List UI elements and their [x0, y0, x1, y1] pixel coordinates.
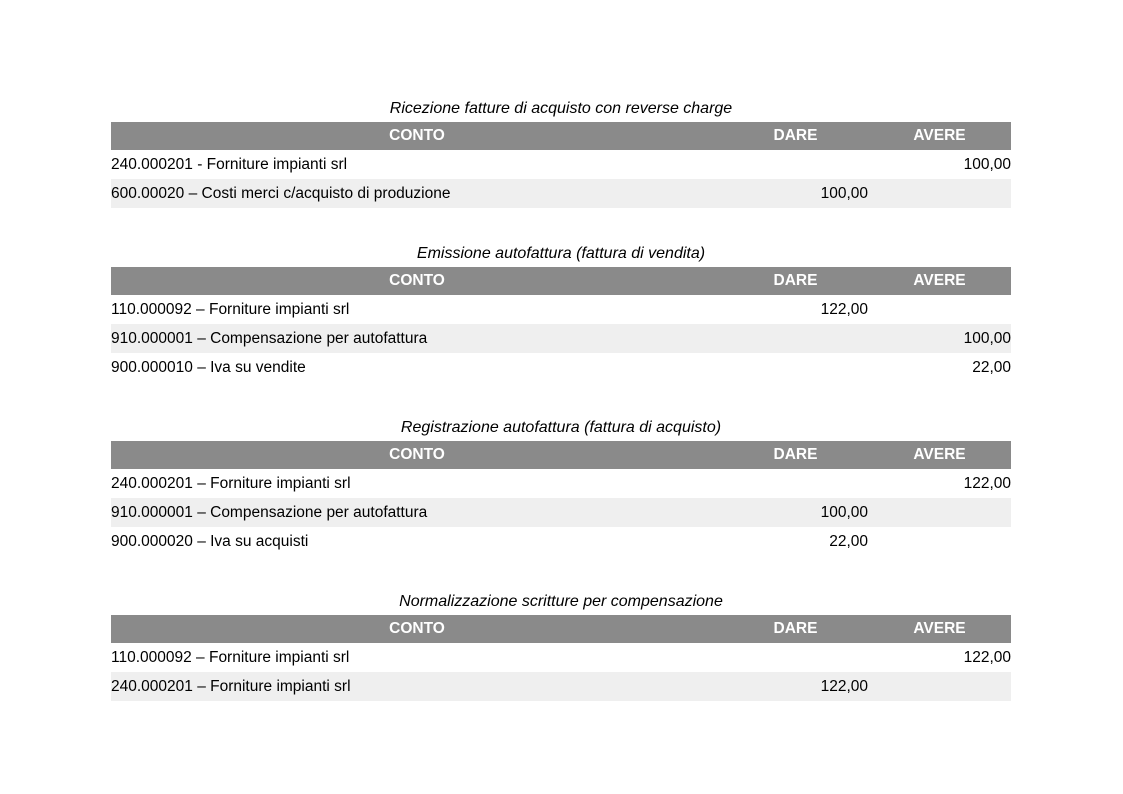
dare-amount-cell: 122,00 — [723, 672, 868, 701]
table-title: Emissione autofattura (fattura di vendit… — [416, 245, 706, 262]
table-row: 910.000001 – Compensazione per autofattu… — [111, 324, 1011, 353]
account-cell: 600.00020 – Costi merci c/acquisto di pr… — [111, 179, 723, 208]
account-cell: 900.000010 – Iva su vendite — [111, 353, 723, 382]
accounting-table-2: CONTO DARE AVERE 110.000092 – Forniture … — [111, 267, 1011, 382]
journal-entry-section-2: Emissione autofattura (fattura di vendit… — [111, 245, 1011, 382]
table-row: 600.00020 – Costi merci c/acquisto di pr… — [111, 179, 1011, 208]
avere-amount-cell: 122,00 — [868, 643, 1011, 672]
dare-amount-cell: 122,00 — [723, 295, 868, 324]
table-row: 910.000001 – Compensazione per autofattu… — [111, 498, 1011, 527]
table-title: Registrazione autofattura (fattura di ac… — [400, 419, 722, 436]
avere-amount-cell: 122,00 — [868, 469, 1011, 498]
column-header-avere: AVERE — [868, 441, 1011, 469]
accounting-table-1: CONTO DARE AVERE 240.000201 - Forniture … — [111, 122, 1011, 208]
accounting-table-4: CONTO DARE AVERE 110.000092 – Forniture … — [111, 615, 1011, 701]
column-header-avere: AVERE — [868, 122, 1011, 150]
dare-amount-cell — [723, 643, 868, 672]
document-content: Ricezione fatture di acquisto con revers… — [111, 100, 1011, 738]
column-header-conto: CONTO — [111, 267, 723, 295]
header-row: CONTO DARE AVERE — [111, 122, 1011, 150]
accounting-table-3: CONTO DARE AVERE 240.000201 – Forniture … — [111, 441, 1011, 556]
account-cell: 240.000201 - Forniture impianti srl — [111, 150, 723, 179]
dare-amount-cell: 22,00 — [723, 527, 868, 556]
account-cell: 910.000001 – Compensazione per autofattu… — [111, 324, 723, 353]
account-cell: 240.000201 – Forniture impianti srl — [111, 469, 723, 498]
column-header-avere: AVERE — [868, 267, 1011, 295]
journal-entry-section-3: Registrazione autofattura (fattura di ac… — [111, 419, 1011, 556]
table-title: Ricezione fatture di acquisto con revers… — [389, 100, 733, 117]
dare-amount-cell: 100,00 — [723, 498, 868, 527]
dare-amount-cell — [723, 469, 868, 498]
table-row: 110.000092 – Forniture impianti srl 122,… — [111, 643, 1011, 672]
avere-amount-cell: 100,00 — [868, 150, 1011, 179]
account-cell: 900.000020 – Iva su acquisti — [111, 527, 723, 556]
table-row: 900.000020 – Iva su acquisti 22,00 — [111, 527, 1011, 556]
column-header-dare: DARE — [723, 615, 868, 643]
journal-entry-section-4: Normalizzazione scritture per compensazi… — [111, 593, 1011, 701]
avere-amount-cell — [868, 527, 1011, 556]
column-header-dare: DARE — [723, 122, 868, 150]
avere-amount-cell — [868, 672, 1011, 701]
journal-entry-section-1: Ricezione fatture di acquisto con revers… — [111, 100, 1011, 208]
header-row: CONTO DARE AVERE — [111, 267, 1011, 295]
column-header-dare: DARE — [723, 441, 868, 469]
column-header-dare: DARE — [723, 267, 868, 295]
table-row: 110.000092 – Forniture impianti srl 122,… — [111, 295, 1011, 324]
avere-amount-cell — [868, 295, 1011, 324]
column-header-avere: AVERE — [868, 615, 1011, 643]
dare-amount-cell — [723, 150, 868, 179]
header-row: CONTO DARE AVERE — [111, 615, 1011, 643]
avere-amount-cell: 100,00 — [868, 324, 1011, 353]
account-cell: 240.000201 – Forniture impianti srl — [111, 672, 723, 701]
column-header-conto: CONTO — [111, 441, 723, 469]
avere-amount-cell: 22,00 — [868, 353, 1011, 382]
table-row: 240.000201 - Forniture impianti srl 100,… — [111, 150, 1011, 179]
table-title: Normalizzazione scritture per compensazi… — [399, 593, 723, 610]
account-cell: 910.000001 – Compensazione per autofattu… — [111, 498, 723, 527]
header-row: CONTO DARE AVERE — [111, 441, 1011, 469]
table-row: 900.000010 – Iva su vendite 22,00 — [111, 353, 1011, 382]
table-row: 240.000201 – Forniture impianti srl 122,… — [111, 469, 1011, 498]
dare-amount-cell: 100,00 — [723, 179, 868, 208]
avere-amount-cell — [868, 498, 1011, 527]
dare-amount-cell — [723, 324, 868, 353]
avere-amount-cell — [868, 179, 1011, 208]
dare-amount-cell — [723, 353, 868, 382]
account-cell: 110.000092 – Forniture impianti srl — [111, 643, 723, 672]
column-header-conto: CONTO — [111, 122, 723, 150]
column-header-conto: CONTO — [111, 615, 723, 643]
table-row: 240.000201 – Forniture impianti srl 122,… — [111, 672, 1011, 701]
account-cell: 110.000092 – Forniture impianti srl — [111, 295, 723, 324]
